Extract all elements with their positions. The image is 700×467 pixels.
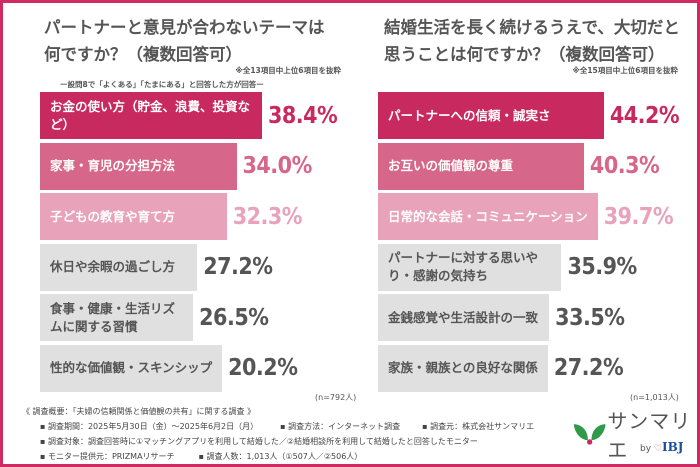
right-bar: お互いの価値観の尊重 — [378, 142, 584, 190]
bar-category-label: 金銭感覚や生活設計の一致 — [388, 309, 539, 325]
bar-value-label: 32.3% — [232, 203, 303, 230]
right-bar: パートナーへの信頼・誠実さ — [378, 92, 604, 139]
footer-heading: 《 調査概要：「夫婦の信頼関係と価値観の共有」に関する調査 》 — [22, 407, 256, 416]
bar-category-label: 家族・親族との良好な関係 — [388, 360, 538, 375]
right-bar: 家族・親族との良好な関係 — [378, 344, 548, 392]
right-title: 結婚生活を長く続けるうえで、大切だと 思うことは何ですか？（複数回答可） — [384, 18, 680, 64]
bar-value-label: 44.2% — [609, 102, 680, 129]
bar-category-label: パートナーに対する思いやり・感謝の気持ち — [388, 250, 539, 283]
ibj-logo: by ♡IBJ — [640, 440, 684, 454]
footer-method: ▪ 調査方法：インターネット調査 — [280, 422, 401, 431]
bar-value-label: 34.0% — [242, 153, 313, 179]
left-bar-row: 家事・育児の分担方法 34.0% — [40, 142, 313, 190]
footer-period: ▪ 調査期間：2025年5月30日（金）～2025年6月2日（月） — [40, 422, 259, 431]
right-bar-row: お互いの価値観の尊重 40.3% — [378, 142, 660, 190]
bar-value-label: 33.5% — [555, 304, 625, 331]
right-bar: パートナーに対する思いやり・感謝の気持ち — [378, 243, 562, 291]
left-bar: 性的な価値観・スキンシップ — [40, 344, 223, 392]
left-note: ※全13項目中上位6項目を抜粋 — [235, 66, 341, 75]
bar-category-label: 休日や余暇の過ごし方 — [50, 259, 176, 274]
left-subnote: ー設問8で「よくある」「たまにある」と回答した方が回答ー — [60, 80, 264, 89]
right-bar-row: 家族・親族との良好な関係 27.2% — [378, 344, 624, 392]
left-bar: 食事・健康・生活リズムに関する習慣 — [40, 294, 194, 341]
bar-value-label: 38.4% — [267, 102, 338, 129]
left-bar: 家事・育児の分担方法 — [40, 142, 237, 190]
left-bar-row: 食事・健康・生活リズムに関する習慣 26.5% — [40, 294, 269, 341]
bar-value-label: 20.2% — [228, 355, 298, 381]
footer-provider: ▪ モニター提供元：PRIZMAリサーチ — [40, 452, 175, 461]
right-bar-row: 日常的な会話・コミュニケーション 39.7% — [378, 193, 674, 240]
left-bar: お金の使い方（貯金、浪費、投資など） — [40, 92, 262, 139]
bar-value-label: 27.2% — [203, 254, 273, 280]
right-note: ※全15項目中上位6項目を抜粋 — [572, 66, 678, 75]
left-bar-row: 性的な価値観・スキンシップ 20.2% — [40, 344, 298, 392]
left-bar-row: お金の使い方（貯金、浪費、投資など） 38.4% — [40, 92, 338, 139]
bar-category-label: 日常的な会話・コミュニケーション — [388, 208, 588, 224]
sunmarie-logo: サンマリエ — [572, 405, 700, 463]
right-bar-row: パートナーへの信頼・誠実さ 44.2% — [378, 92, 680, 139]
right-bar: 金銭感覚や生活設計の一致 — [378, 294, 550, 341]
bar-category-label: 家事・育児の分担方法 — [50, 158, 176, 173]
bar-category-label: お金の使い方（貯金、浪費、投資など） — [50, 98, 251, 132]
left-bar: 子どもの教育や育て方 — [40, 193, 227, 240]
bar-category-label: 子どもの教育や育て方 — [50, 208, 176, 224]
left-sample-size: (n=792人) — [315, 393, 357, 402]
left-bar-row: 休日や余暇の過ごし方 27.2% — [40, 243, 273, 291]
bar-category-label: パートナーへの信頼・誠実さ — [388, 107, 551, 123]
bar-category-label: お互いの価値観の尊重 — [388, 158, 514, 173]
bar-value-label: 27.2% — [553, 355, 624, 381]
left-bar-row: 子どもの教育や育て方 32.3% — [40, 193, 302, 240]
footer-count: ▪ 調査人数：1,013人（①507人／②506人） — [198, 452, 363, 461]
heart-icon: ♡ — [653, 444, 662, 454]
logo-name: サンマリエ — [607, 409, 692, 462]
bar-value-label: 40.3% — [589, 153, 660, 179]
right-bar-row: 金銭感覚や生活設計の一致 33.5% — [378, 294, 625, 341]
leaf-logo-icon — [573, 424, 606, 445]
right-bar: 日常的な会話・コミュニケーション — [378, 193, 598, 240]
right-sample-size: (n=1,013人) — [630, 393, 679, 402]
bar-category-label: 性的な価値観・スキンシップ — [50, 360, 213, 375]
left-title: パートナーと意見が合わないテーマは 何ですか？（複数回答可） — [44, 18, 325, 64]
bar-value-label: 39.7% — [603, 203, 674, 230]
bar-value-label: 26.5% — [199, 304, 269, 331]
bar-value-label: 35.9% — [567, 254, 637, 280]
right-bar-row: パートナーに対する思いやり・感謝の気持ち 35.9% — [378, 243, 637, 291]
left-bar: 休日や余暇の過ごし方 — [40, 243, 198, 291]
footer-target: ▪ 調査対象：調査回答時に①マッチングアプリを利用して結婚した／②結婚相談所を利… — [40, 437, 478, 446]
footer-org: ▪ 調査元：株式会社サンマリエ — [422, 422, 535, 431]
bar-category-label: 食事・健康・生活リズムに関する習慣 — [50, 300, 176, 334]
